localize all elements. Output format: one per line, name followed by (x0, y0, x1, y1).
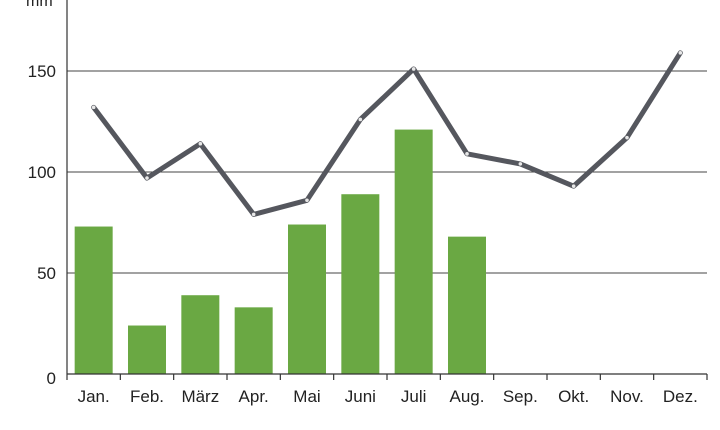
month-label: Juli (401, 387, 427, 406)
month-label: Sep. (503, 387, 538, 406)
month-label: März (181, 387, 219, 406)
gridlines (67, 70, 707, 274)
bar (341, 194, 380, 374)
bar (128, 325, 166, 374)
line-point (358, 117, 363, 122)
y-tick-label: 50 (37, 264, 56, 283)
bar (181, 295, 220, 374)
month-label: Mai (293, 387, 320, 406)
y-tick-label: 100 (28, 163, 56, 182)
line-point (198, 141, 203, 146)
y-axis-tick-labels: 0 50 100 150 (28, 62, 56, 388)
series-line (91, 50, 683, 217)
bar (394, 129, 433, 374)
x-axis-ticks (66, 374, 708, 380)
bar-series (74, 129, 486, 374)
month-label: Aug. (450, 387, 485, 406)
line-point (518, 162, 523, 166)
month-label: Feb. (130, 387, 164, 406)
line-point (465, 152, 469, 156)
line-point (411, 67, 416, 71)
line-point (625, 135, 629, 140)
month-label: Nov. (610, 387, 644, 406)
line-point (678, 51, 683, 55)
line-point (305, 198, 309, 203)
month-label: Jan. (78, 387, 110, 406)
bar (448, 236, 486, 374)
bar (74, 226, 113, 374)
line-series (91, 50, 683, 217)
line-point (145, 176, 149, 180)
line-point (571, 184, 576, 188)
month-label: Dez. (663, 387, 698, 406)
line-point (251, 212, 256, 217)
bar (288, 224, 326, 374)
y-tick-label: 0 (47, 369, 56, 388)
y-tick-label: 150 (28, 62, 56, 81)
x-axis-tick-labels: Jan. Feb. März Apr. Mai Juni Juli Aug. Sep. Okt. N… (78, 387, 698, 406)
month-label: Okt. (558, 387, 589, 406)
month-label: Juni (345, 387, 376, 406)
month-label: Apr. (239, 387, 269, 406)
line-point (91, 105, 96, 110)
y-axis-unit-label: mm (26, 0, 53, 10)
bar (234, 307, 273, 374)
